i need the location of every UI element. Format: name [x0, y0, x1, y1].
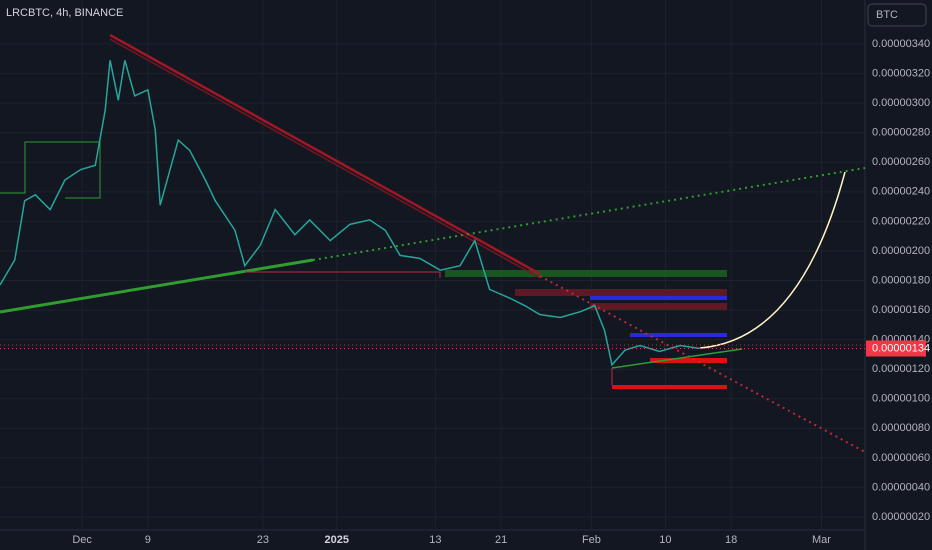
y-tick-label: 0.00000240 — [872, 186, 930, 198]
zone — [515, 289, 727, 296]
currency-label[interactable]: BTC — [876, 9, 898, 21]
x-tick-label: Mar — [812, 534, 831, 546]
x-tick-label: Feb — [582, 534, 601, 546]
currency-button[interactable] — [867, 3, 927, 27]
price-line — [0, 60, 700, 367]
symbol-title: LRCBTC, 4h, BINANCE — [6, 7, 123, 19]
zone — [650, 358, 727, 363]
y-tick-label: 0.00000260 — [872, 156, 930, 168]
zone — [445, 270, 727, 277]
y-tick-label: 0.00000180 — [872, 274, 930, 286]
zone — [590, 296, 727, 300]
zone — [590, 303, 727, 310]
y-tick-label: 0.00000040 — [872, 481, 930, 493]
trend-line — [109, 38, 541, 279]
x-tick-label: 10 — [659, 534, 671, 546]
y-tick-label: 0.00000120 — [872, 363, 930, 375]
projection-curve — [699, 171, 846, 349]
x-tick-label: Dec — [72, 534, 92, 546]
zone — [612, 385, 727, 389]
y-tick-label: 0.00000100 — [872, 393, 930, 405]
x-tick-label: 23 — [257, 534, 269, 546]
step-line — [0, 141, 101, 199]
y-tick-label: 0.00000060 — [872, 452, 930, 464]
x-tick-label: 2025 — [325, 534, 349, 546]
drawings — [0, 0, 866, 530]
y-tick-label: 0.00000200 — [872, 245, 930, 257]
x-tick-label: 21 — [495, 534, 507, 546]
x-tick-label: 9 — [145, 534, 151, 546]
y-tick-label: 0.00000340 — [872, 38, 930, 50]
y-tick-label: 0.00000280 — [872, 127, 930, 139]
y-tick-label: 0.00000320 — [872, 68, 930, 80]
zone — [630, 333, 727, 337]
step-line — [245, 271, 441, 278]
trend-line — [0, 258, 314, 314]
y-tick-label: 0.00000300 — [872, 97, 930, 109]
y-tick-label: 0.00000220 — [872, 215, 930, 227]
x-tick-label: 13 — [429, 534, 441, 546]
y-tick-label: 0.00000080 — [872, 422, 930, 434]
y-tick-label: 0.00000160 — [872, 304, 930, 316]
trend-line — [611, 348, 743, 369]
last-price-box — [866, 340, 926, 357]
last-price-label: 0.00000134 — [872, 342, 930, 354]
x-tick-label: 18 — [725, 534, 737, 546]
y-tick-label: 0.00000020 — [872, 511, 930, 523]
